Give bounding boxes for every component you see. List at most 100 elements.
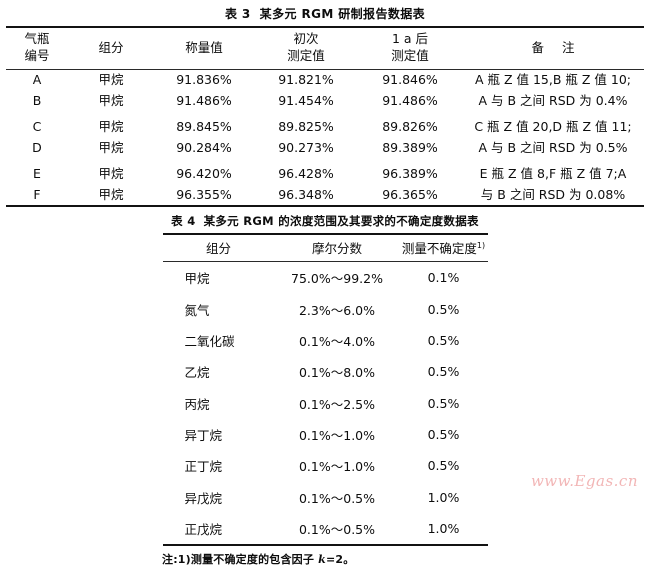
table3-cell-remark: E 瓶 Z 值 8,F 瓶 Z 值 7;A — [479, 166, 627, 181]
table3-header-after-1a-value: 1 a 后 测定值 — [358, 26, 462, 69]
table3-caption: 表 3 某多元 RGM 研制报告数据表 — [0, 0, 650, 26]
table3-cell-after: 96.365% — [382, 186, 438, 202]
table3-cell-after: 91.846% — [358, 68, 462, 91]
table-row: A 甲烷 91.836% 91.821% 91.846% A 瓶 Z 值 15,… — [6, 68, 644, 91]
watermark: www.Egas.cn — [530, 472, 638, 490]
table4-header-uncertainty-label: 测量不确定度 — [401, 241, 477, 256]
table-row: 异丁烷 0.1%～1.0% 0.5% — [163, 419, 488, 450]
table3-cell-after: 89.389% — [382, 139, 438, 155]
table-row: 正戊烷 0.1%～0.5% 1.0% — [163, 513, 488, 545]
table3-cell-after: 96.389% — [382, 166, 438, 181]
table4-header-uncertainty: 测量不确定度1) — [399, 233, 488, 262]
table3-header-remarks-label: 备 注 — [531, 39, 582, 55]
table4-footnote-prefix: 注:1)测量不确定度的包含因子 — [162, 553, 319, 567]
table3-cell-weighed: 91.836% — [154, 68, 254, 91]
table4-caption-number: 表 4 — [171, 214, 196, 228]
table-row: 甲烷 75.0%～99.2% 0.1% — [162, 261, 488, 294]
table3-header-cylinder-no: 气瓶 编号 — [6, 26, 68, 69]
table-row: 异戊烷 0.1%～0.5% 1.0% — [163, 482, 488, 513]
table3-cell-after: 91.486% — [382, 92, 438, 108]
table-row: 乙烷 0.1%～8.0% 0.5% — [163, 356, 488, 387]
table3-cell-component: 甲烷 — [98, 139, 124, 155]
table3-header-remarks: 备 注 — [462, 26, 644, 69]
table3-header-cylinder-no-line2: 编号 — [24, 48, 50, 64]
table4-cell-mole-fraction: 0.1%～0.5% — [298, 490, 375, 506]
table3-cell-weighed: 90.284% — [176, 139, 232, 155]
table4-cell-component: 异戊烷 — [184, 490, 223, 506]
table3-cell-component: 甲烷 — [98, 119, 124, 134]
table3-cell-remark: C 瓶 Z 值 20,D 瓶 Z 值 11; — [474, 119, 632, 134]
table4: 组分 摩尔分数 测量不确定度1) 甲烷 75.0%～99.2% 0.1% 氮气 … — [162, 233, 488, 548]
table3-cell-no: D — [32, 139, 42, 155]
table3-cell-no: C — [32, 119, 42, 134]
table4-cell-mole-fraction: 2.3%～6.0% — [298, 302, 375, 318]
table3-header-after-line1: 1 a 后 — [391, 31, 429, 46]
table4-footnote-symbol: k — [318, 553, 326, 567]
table4-cell-mole-fraction: 0.1%～4.0% — [298, 333, 375, 349]
table3-cell-no: E — [33, 166, 41, 181]
table3-cell-after: 89.826% — [382, 119, 438, 134]
table4-cell-uncertainty: 0.5% — [427, 395, 460, 411]
table3-header-initial-line2: 测定值 — [287, 48, 325, 64]
table3: 气瓶 编号 组分 称量值 初次 测定值 1 a 后 测定值 — [6, 26, 644, 208]
table-row: F 甲烷 96.355% 96.348% 96.365% 与 B 之间 RSD … — [6, 184, 644, 206]
table4-cell-mole-fraction: 0.1%～1.0% — [298, 428, 375, 444]
table-row: E 甲烷 96.420% 96.428% 96.389% E 瓶 Z 值 8,F… — [6, 158, 644, 184]
table4-cell-uncertainty: 1.0% — [427, 521, 460, 537]
table4-cell-mole-fraction: 0.1%～0.5% — [298, 522, 375, 538]
table3-header-after-line2: 测定值 — [391, 48, 429, 64]
table3-cell-remark: 与 B 之间 RSD 为 0.08% — [480, 186, 626, 202]
table3-cell-initial: 91.821% — [254, 68, 358, 91]
table4-cell-uncertainty: 0.5% — [427, 427, 460, 443]
table3-caption-number: 表 3 — [224, 7, 251, 21]
table3-cell-initial: 96.348% — [278, 186, 334, 202]
table3-header-initial-line1: 初次 — [293, 31, 319, 46]
table4-cell-mole-fraction: 75.0%～99.2% — [274, 261, 400, 294]
table-row: 二氧化碳 0.1%～4.0% 0.5% — [163, 325, 488, 356]
table4-cell-uncertainty: 0.5% — [427, 301, 460, 317]
table3-cell-weighed: 89.845% — [176, 119, 232, 134]
table4-cell-mole-fraction: 0.1%～8.0% — [298, 365, 375, 381]
table4-cell-component: 正戊烷 — [184, 522, 223, 538]
table3-header-weighed-value: 称量值 — [154, 26, 254, 69]
table4-cell-mole-fraction: 0.1%～2.5% — [298, 396, 375, 412]
table4-caption: 表 4 某多元 RGM 的浓度范围及其要求的不确定度数据表 — [0, 207, 650, 233]
table3-cell-remark: A 与 B 之间 RSD 为 0.4% — [478, 92, 628, 108]
table-row: 氮气 2.3%～6.0% 0.5% — [163, 293, 488, 324]
table3-cell-remark: A 瓶 Z 值 15,B 瓶 Z 值 10; — [462, 68, 644, 91]
table3-cell-no: F — [33, 186, 41, 202]
table4-caption-title: 某多元 RGM 的浓度范围及其要求的不确定度数据表 — [203, 214, 479, 228]
table3-cell-weighed: 96.420% — [176, 166, 232, 181]
table3-header-cylinder-no-line1: 气瓶 — [24, 31, 50, 46]
table4-cell-component: 正丁烷 — [184, 459, 223, 475]
table3-header-initial-value: 初次 测定值 — [254, 26, 358, 69]
table-row: D 甲烷 90.284% 90.273% 89.389% A 与 B 之间 RS… — [6, 137, 644, 158]
table-row: B 甲烷 91.486% 91.454% 91.486% A 与 B 之间 RS… — [6, 90, 644, 111]
table3-cell-remark: A 与 B 之间 RSD 为 0.5% — [478, 139, 628, 155]
table-row: C 甲烷 89.845% 89.825% 89.826% C 瓶 Z 值 20,… — [6, 111, 644, 137]
table-row: 正丁烷 0.1%～1.0% 0.5% — [163, 450, 488, 481]
table4-cell-uncertainty: 0.1% — [399, 261, 488, 294]
table-row: 丙烷 0.1%～2.5% 0.5% — [163, 388, 488, 419]
table3-header-component: 组分 — [68, 26, 154, 69]
table4-header-uncertainty-footnote-marker: 1) — [476, 240, 486, 250]
table3-cell-weighed: 91.486% — [176, 92, 232, 108]
table3-cell-component: 甲烷 — [98, 92, 124, 108]
table3-cell-initial: 96.428% — [278, 166, 334, 181]
table4-cell-component: 丙烷 — [184, 396, 210, 412]
table3-cell-no: B — [32, 92, 42, 108]
table4-cell-uncertainty: 0.5% — [427, 458, 460, 474]
table4-cell-component: 甲烷 — [162, 261, 275, 294]
table3-cell-component: 甲烷 — [98, 186, 124, 202]
table4-footnote: 注:1)测量不确定度的包含因子 k=2。 — [160, 546, 490, 567]
table4-header-mole-fraction: 摩尔分数 — [274, 233, 400, 262]
table4-cell-component: 二氧化碳 — [184, 333, 235, 349]
table4-cell-uncertainty: 0.5% — [427, 364, 460, 380]
table4-cell-uncertainty: 1.0% — [427, 489, 460, 505]
table4-cell-component: 氮气 — [184, 302, 210, 318]
table3-cell-component: 甲烷 — [68, 68, 154, 91]
table3-cell-component: 甲烷 — [98, 166, 124, 181]
table3-cell-initial: 91.454% — [278, 92, 334, 108]
table3-cell-initial: 90.273% — [278, 139, 334, 155]
